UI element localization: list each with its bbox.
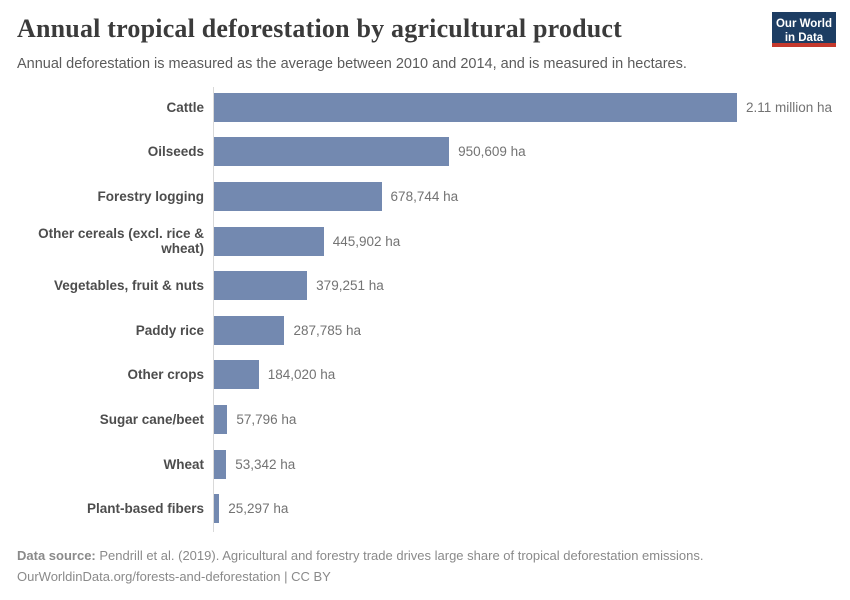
category-label: Cattle (166, 99, 204, 115)
value-label: 678,744 ha (390, 188, 459, 204)
category-label: Other cereals (excl. rice & wheat) (38, 226, 204, 257)
value-label: 25,297 ha (228, 501, 289, 517)
owid-logo-line2: in Data (784, 32, 824, 45)
data-source-text: Pendrill et al. (2019). Agricultural and… (95, 548, 704, 563)
bar[interactable] (213, 404, 228, 434)
bar-row: Vegetables, fruit & nuts 379,251 ha (0, 263, 850, 308)
value-label: 53,342 ha (235, 456, 296, 472)
bar-row: Forestry logging 678,744 ha (0, 174, 850, 219)
bar-row: Cattle 2.11 million ha (0, 85, 850, 130)
category-label: Other crops (127, 367, 204, 383)
value-label: 379,251 ha (316, 278, 384, 294)
y-axis-line (213, 87, 214, 532)
bar-row: Paddy rice 287,785 ha (0, 308, 850, 353)
bar-row: Other cereals (excl. rice & wheat) 445,90… (0, 219, 850, 264)
bar-row: Oilseeds 950,609 ha (0, 130, 850, 175)
bar[interactable] (213, 449, 227, 479)
value-label: 184,020 ha (267, 367, 336, 383)
category-label: Vegetables, fruit & nuts (53, 278, 204, 294)
data-source-label: Data source: (17, 548, 96, 563)
bar-row: Other crops 184,020 ha (0, 353, 850, 398)
value-label: 950,609 ha (458, 144, 526, 160)
bar[interactable] (213, 494, 220, 524)
category-label: Plant-based fibers (86, 501, 204, 517)
bar-rows: Cattle 2.11 million ha Oilseeds 950,609 ha F… (0, 85, 850, 531)
bar[interactable] (213, 181, 382, 211)
value-label: 57,796 ha (236, 411, 297, 427)
page-title: Annual tropical deforestation by agricul… (17, 14, 623, 43)
category-label: Sugar cane/beet (99, 411, 204, 427)
bar[interactable] (213, 315, 285, 345)
bar[interactable] (213, 92, 737, 122)
owid-logo-line1: Our World (775, 18, 832, 30)
source-link[interactable]: OurWorldinData.org/forests-and-deforesta… (17, 569, 331, 584)
category-label: Forestry logging (97, 188, 204, 204)
bar[interactable] (213, 271, 308, 301)
bar-row: Sugar cane/beet 57,796 ha (0, 397, 850, 442)
category-label: Wheat (163, 456, 205, 472)
value-label: 445,902 ha (332, 233, 401, 249)
bar-row: Plant-based fibers 25,297 ha (0, 486, 850, 531)
owid-logo: Our World in Data (772, 12, 836, 47)
value-label: 287,785 ha (293, 322, 362, 338)
bar[interactable] (213, 226, 324, 256)
category-label: Paddy rice (135, 322, 204, 338)
bar[interactable] (213, 360, 259, 390)
bar-chart: Cattle 2.11 million ha Oilseeds 950,609 ha F… (0, 85, 850, 532)
bar-row: Wheat 53,342 ha (0, 442, 850, 487)
data-source-line: Data source: Pendrill et al. (2019). Agr… (17, 545, 703, 566)
bar[interactable] (213, 137, 450, 167)
category-label: Oilseeds (147, 144, 204, 160)
value-label: 2.11 million ha (746, 99, 833, 115)
chart-footer: Data source: Pendrill et al. (2019). Agr… (17, 545, 703, 587)
chart-subtitle: Annual deforestation is measured as the … (17, 56, 687, 72)
